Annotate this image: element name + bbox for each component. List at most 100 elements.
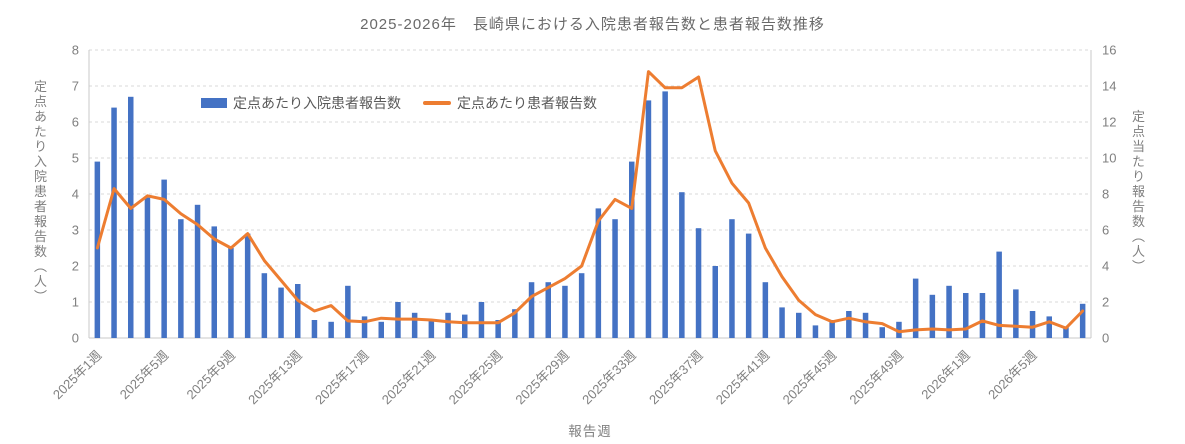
legend-label-hospitalized: 定点あたり入院患者報告数 <box>233 95 401 111</box>
bar-2025年37週 <box>695 228 702 338</box>
bar-2025年6週 <box>178 219 184 338</box>
bar-2025年22週 <box>445 312 451 338</box>
bar-2025年26週 <box>512 309 518 338</box>
bar-2025年46週 <box>846 311 852 338</box>
x-tick-label: 2025年41週 <box>713 348 773 408</box>
bar-2025年30週 <box>578 273 585 338</box>
legend-item-hospitalized: 定点あたり入院患者報告数 <box>201 93 401 113</box>
left-y-tick-label: 6 <box>72 115 79 130</box>
patient-reports-line <box>95 70 1085 334</box>
right-y-tick-label: 14 <box>1102 79 1116 94</box>
bar-2025年3週 <box>128 96 134 338</box>
bar-2025年4週 <box>144 197 151 338</box>
bar-2025年49週 <box>896 321 902 338</box>
x-tick-label: 2025年13週 <box>245 348 305 408</box>
left-y-tick-label: 1 <box>72 295 79 310</box>
bar-2025年23週 <box>462 314 468 338</box>
bar-2025年40週 <box>745 233 752 338</box>
bar-2025年47週 <box>862 312 869 338</box>
x-tick-label: 2025年1週 <box>50 348 105 403</box>
right-y-tick-label: 2 <box>1102 295 1109 310</box>
bar-2025年2週 <box>111 107 117 338</box>
x-tick-label: 2025年37週 <box>646 348 706 408</box>
bar-2026年8週 <box>1079 303 1086 338</box>
x-tick-label: 2025年5週 <box>117 348 172 403</box>
bar-2025年43週 <box>796 312 802 338</box>
bar-2025年8週 <box>211 226 217 338</box>
bar-2025年36週 <box>679 192 685 338</box>
left-y-tick-label: 7 <box>72 79 79 94</box>
right-y-tick-label: 0 <box>1102 331 1109 346</box>
bar-2025年52週 <box>946 285 952 338</box>
bar-2025年15週 <box>328 321 334 338</box>
bar-2025年13週 <box>295 284 301 338</box>
bar-2026年7週 <box>1063 327 1069 338</box>
bar-2025年12週 <box>278 287 284 338</box>
bar-2025年48週 <box>879 327 885 338</box>
bar-2026年5週 <box>1029 311 1036 338</box>
bar-2026年2週 <box>979 293 986 338</box>
bar-2025年10週 <box>244 233 251 338</box>
bar-2025年34週 <box>645 100 652 339</box>
bar-2026年1週 <box>963 293 969 338</box>
bar-2025年27週 <box>528 282 535 338</box>
right-y-tick-label: 16 <box>1102 43 1116 58</box>
chart-title: 2025-2026年 長崎県における入院患者報告数と患者報告数推移 <box>360 16 825 33</box>
bar-2025年18週 <box>378 321 384 338</box>
line-series-swatch-icon <box>423 101 451 105</box>
x-tick-label: 2025年33週 <box>579 348 639 408</box>
bar-2025年51週 <box>929 294 936 338</box>
x-tick-label: 2025年45週 <box>780 348 840 408</box>
legend-label-patients: 定点あたり患者報告数 <box>457 95 597 111</box>
x-tick-label: 2025年17週 <box>312 348 372 408</box>
bar-2025年1週 <box>94 161 101 338</box>
bar-2025年5週 <box>161 179 167 338</box>
bar-2025年44週 <box>812 325 819 338</box>
bar-2025年28週 <box>545 282 551 338</box>
bar-2026年6週 <box>1046 316 1052 338</box>
bar-2026年4週 <box>1013 289 1019 338</box>
right-y-tick-label: 10 <box>1102 151 1116 166</box>
x-tick-label: 2026年5週 <box>985 348 1040 403</box>
bar-2025年24週 <box>478 302 485 338</box>
bar-2025年42週 <box>779 307 785 338</box>
bar-2025年45週 <box>829 320 835 338</box>
right-y-tick-label: 4 <box>1102 259 1109 274</box>
left-y-tick-label: 8 <box>72 43 79 58</box>
bar-2025年9週 <box>228 248 234 338</box>
bar-2025年31週 <box>595 208 602 338</box>
right-y-tick-label: 12 <box>1102 115 1116 130</box>
bar-2025年32週 <box>612 219 618 338</box>
bar-2026年3週 <box>996 251 1002 338</box>
bar-2025年39週 <box>729 219 735 338</box>
left-y-tick-label: 4 <box>72 187 79 202</box>
left-y-tick-label: 5 <box>72 151 79 166</box>
left-y-tick-label: 2 <box>72 259 79 274</box>
x-axis-title: 報告週 <box>568 424 612 439</box>
bar-2025年14週 <box>311 320 318 338</box>
bar-2025年41週 <box>762 282 769 338</box>
bar-2025年25週 <box>495 320 501 338</box>
left-y-tick-label: 3 <box>72 223 79 238</box>
right-y-tick-label: 6 <box>1102 223 1109 238</box>
bar-2025年20週 <box>411 312 418 338</box>
x-tick-label: 2025年25週 <box>446 348 506 408</box>
bar-2025年33週 <box>629 161 635 338</box>
bar-2025年50週 <box>912 278 919 338</box>
bar-2025年38週 <box>712 266 718 338</box>
x-tick-label: 2025年49週 <box>846 348 906 408</box>
bar-2025年21週 <box>428 320 435 338</box>
bar-2025年35週 <box>662 91 668 339</box>
right-y-axis-title: 定点当たり報告数（人） <box>1130 109 1145 275</box>
bar-2025年16週 <box>345 285 351 338</box>
bar-series-swatch-icon <box>201 98 227 108</box>
right-y-tick-label: 8 <box>1102 187 1109 202</box>
legend: 定点あたり入院患者報告数 定点あたり患者報告数 <box>201 93 597 113</box>
bar-2025年29週 <box>562 285 568 338</box>
bar-2025年11週 <box>261 273 268 338</box>
x-tick-label: 2025年9週 <box>184 348 239 403</box>
x-tick-label: 2025年21週 <box>379 348 439 408</box>
legend-item-patients: 定点あたり患者報告数 <box>423 93 597 113</box>
